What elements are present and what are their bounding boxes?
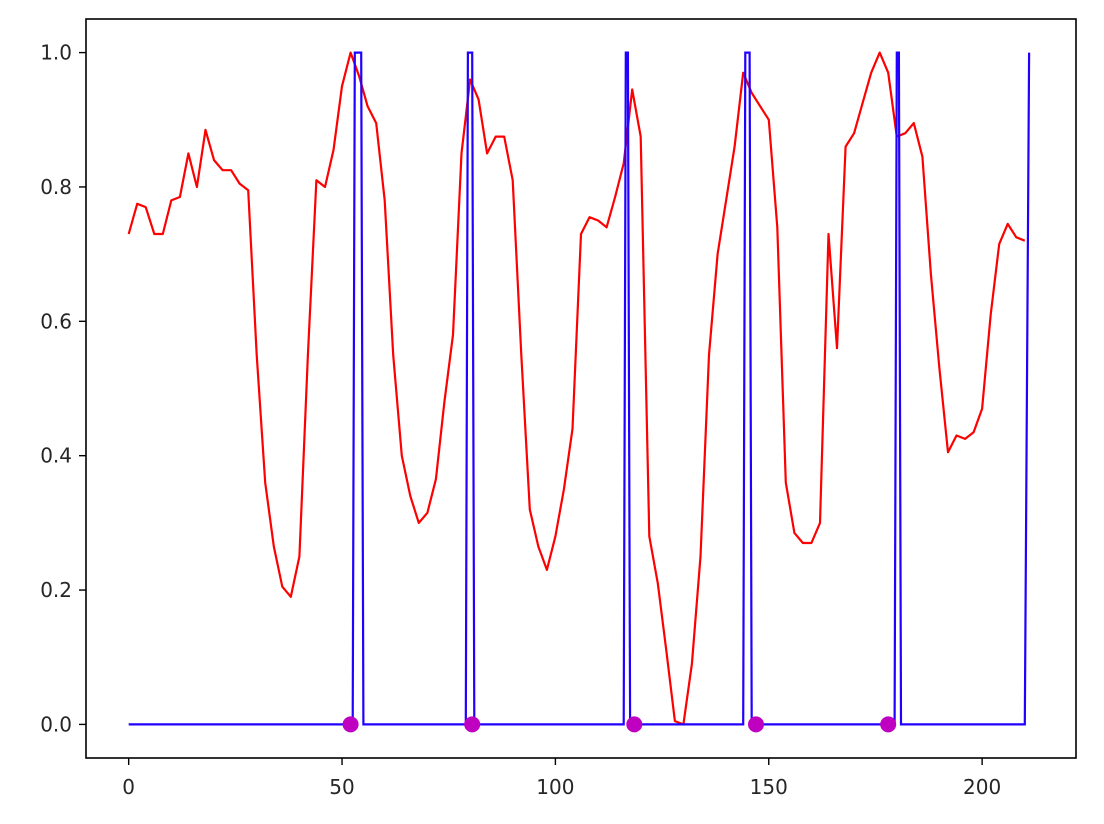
x-tick-label: 200 <box>963 775 1001 799</box>
marker-point <box>880 716 897 733</box>
plot-background <box>86 19 1076 758</box>
x-axis: 0 50 100 150 200 <box>122 758 1001 799</box>
y-tick-label: 0.4 <box>40 444 72 468</box>
x-tick-label: 0 <box>122 775 135 799</box>
marker-point <box>748 716 764 733</box>
marker-point <box>464 716 481 733</box>
y-tick-label: 1.0 <box>40 41 72 65</box>
y-tick-label: 0.8 <box>40 175 72 199</box>
y-tick-label: 0.6 <box>40 309 72 333</box>
marker-layer <box>342 716 897 733</box>
marker-point <box>342 716 359 733</box>
x-tick-label: 50 <box>329 775 354 799</box>
marker-point <box>626 716 643 733</box>
y-axis: 0.0 0.2 0.4 0.6 0.8 1.0 <box>40 41 86 736</box>
series-layer <box>127 51 1031 726</box>
plot-frame <box>85 18 1077 759</box>
x-tick-label: 100 <box>536 775 574 799</box>
series-line-blue <box>128 51 1031 726</box>
y-tick-label: 0.0 <box>40 712 72 736</box>
x-tick-label: 150 <box>750 775 788 799</box>
series-line-red <box>127 51 1026 726</box>
y-tick-label: 0.2 <box>40 578 72 602</box>
